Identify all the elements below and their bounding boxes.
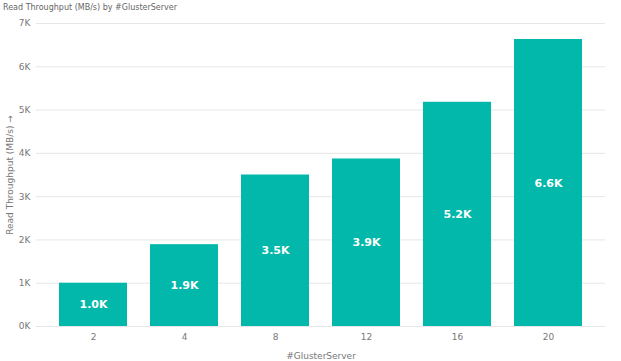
svg-text:8: 8 <box>273 332 279 342</box>
svg-text:1.0K: 1.0K <box>79 298 107 311</box>
svg-text:6.6K: 6.6K <box>534 177 562 190</box>
svg-text:2: 2 <box>91 332 97 342</box>
svg-text:20: 20 <box>543 332 555 342</box>
svg-text:3.9K: 3.9K <box>352 236 380 249</box>
svg-text:4K: 4K <box>19 148 32 158</box>
svg-text:5.2K: 5.2K <box>443 208 471 221</box>
svg-text:0K: 0K <box>19 321 32 331</box>
html-text:Read Throughput (MB/s) by #Glu: Read Throughput (MB/s) by #GlusterServer <box>3 3 177 12</box>
svg-text:5K: 5K <box>19 105 32 115</box>
svg-text:#GlusterServer: #GlusterServer <box>286 351 356 361</box>
svg-text:2K: 2K <box>19 235 32 245</box>
svg-text:1K: 1K <box>19 278 32 288</box>
svg-text:1.9K: 1.9K <box>170 279 198 292</box>
svg-text:3.5K: 3.5K <box>261 244 289 257</box>
svg-text:4: 4 <box>182 332 188 342</box>
svg-text:6K: 6K <box>19 62 32 72</box>
svg-text:12: 12 <box>361 332 372 342</box>
svg-text:16: 16 <box>452 332 464 342</box>
svg-text:7K: 7K <box>19 18 32 28</box>
svg-text:3K: 3K <box>19 192 32 202</box>
svg-text:Read Throughput (MB/s) →: Read Throughput (MB/s) → <box>5 115 15 235</box>
